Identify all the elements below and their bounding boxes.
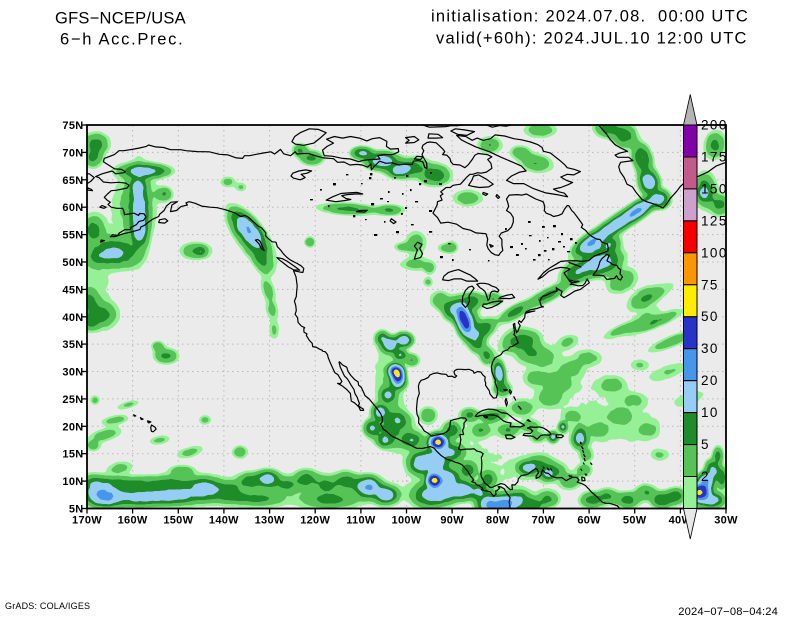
svg-text:75: 75 (701, 277, 719, 292)
svg-text:200: 200 (701, 118, 728, 133)
svg-text:30: 30 (701, 341, 719, 356)
svg-text:initialisation: 2024.07.08. 0: initialisation: 2024.07.08. 00:00 UTC (431, 8, 749, 26)
svg-text:15N: 15N (62, 449, 83, 461)
svg-text:150: 150 (701, 181, 728, 196)
svg-text:45N: 45N (62, 284, 83, 296)
svg-text:20: 20 (701, 373, 719, 388)
svg-text:150W: 150W (163, 515, 193, 527)
svg-text:100W: 100W (392, 515, 422, 527)
svg-text:valid(+60h): 2024.JUL.10 12:00: valid(+60h): 2024.JUL.10 12:00 UTC (436, 30, 748, 48)
svg-text:60N: 60N (62, 202, 83, 214)
svg-text:35N: 35N (62, 339, 83, 351)
svg-text:6−h Acc.Prec.: 6−h Acc.Prec. (60, 31, 184, 49)
svg-text:160W: 160W (118, 515, 148, 527)
svg-text:60W: 60W (577, 515, 601, 527)
svg-text:30N: 30N (62, 367, 83, 379)
svg-text:110W: 110W (346, 515, 376, 527)
svg-text:20N: 20N (62, 421, 83, 433)
svg-text:50: 50 (701, 309, 719, 324)
svg-text:40N: 40N (62, 312, 83, 324)
svg-text:5N: 5N (69, 504, 84, 516)
svg-text:75N: 75N (62, 120, 83, 132)
svg-text:100: 100 (701, 245, 728, 260)
svg-text:70W: 70W (532, 515, 556, 527)
svg-text:55N: 55N (62, 230, 83, 242)
svg-text:5: 5 (701, 437, 710, 452)
svg-text:175: 175 (701, 150, 728, 165)
svg-text:50W: 50W (623, 515, 647, 527)
svg-text:2: 2 (701, 469, 710, 484)
svg-text:125: 125 (701, 213, 728, 228)
svg-text:120W: 120W (300, 515, 330, 527)
svg-text:2024−07−08−04:24: 2024−07−08−04:24 (678, 606, 778, 618)
svg-text:50N: 50N (62, 257, 83, 269)
svg-text:25N: 25N (62, 394, 83, 406)
svg-text:10: 10 (701, 405, 719, 420)
svg-text:65N: 65N (62, 175, 83, 187)
svg-text:70N: 70N (62, 147, 83, 159)
svg-text:170W: 170W (72, 515, 102, 527)
svg-text:10N: 10N (62, 476, 83, 488)
svg-text:140W: 140W (209, 515, 239, 527)
svg-text:GrADS: COLA/IGES: GrADS: COLA/IGES (5, 601, 90, 611)
svg-text:80W: 80W (486, 515, 510, 527)
svg-text:90W: 90W (440, 515, 464, 527)
svg-text:30W: 30W (714, 515, 738, 527)
svg-text:130W: 130W (255, 515, 285, 527)
svg-text:GFS−NCEP/USA: GFS−NCEP/USA (55, 10, 186, 28)
